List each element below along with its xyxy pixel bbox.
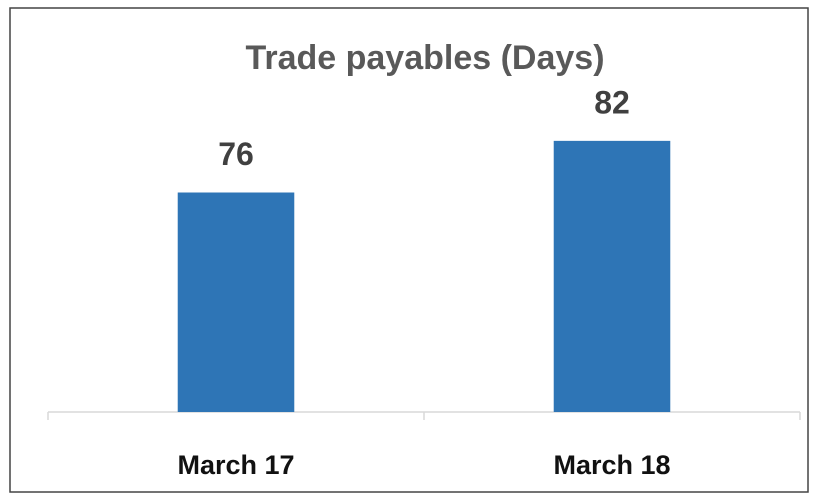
data-label: 82 — [594, 84, 630, 120]
chart-frame — [9, 7, 809, 493]
x-tick-label: March 17 — [177, 450, 294, 480]
data-label: 76 — [218, 136, 254, 172]
x-tick-label: March 18 — [553, 450, 670, 480]
bar — [553, 140, 671, 412]
bar — [177, 192, 295, 412]
chart-title: Trade payables (Days) — [245, 39, 604, 77]
